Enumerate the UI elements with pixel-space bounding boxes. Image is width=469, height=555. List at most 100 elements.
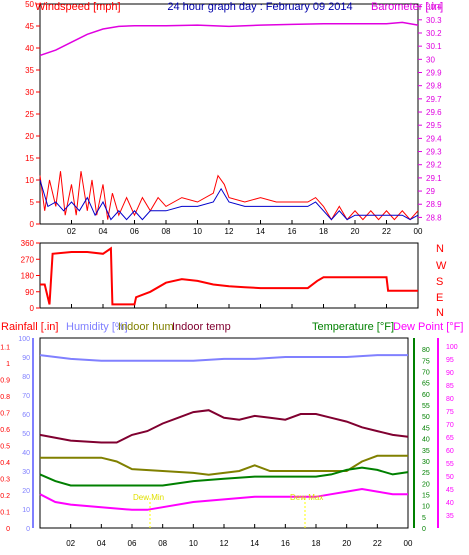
barometer-tick-label: 28.8: [426, 213, 442, 222]
barometer-tick-label: 29.7: [426, 95, 442, 104]
x-tick-label: 14: [256, 227, 265, 236]
axis-0-tick-label: 0.9: [0, 377, 10, 384]
axis-2-tick-label: 20: [422, 481, 430, 488]
direction-series: [40, 246, 418, 306]
dew-min-annotation: Dew Min: [133, 493, 164, 502]
chart-title: 24 hour graph day : February 09 2014: [167, 1, 352, 13]
x-tick-label: 00: [404, 539, 413, 548]
axis-1-tick-label: 70: [22, 393, 30, 400]
compass-label: S: [436, 276, 443, 288]
temperature-axis-ticks: 0 0.1 0.2 0.3 0.4 0.5 0.6 0.7 0.8 0.9 1 1.1 0 10 20 30 4…: [0, 336, 458, 533]
barometer-tick-label: 30: [426, 55, 435, 64]
axis-3-tick-label: 55: [446, 461, 454, 468]
axis-3-tick-label: 70: [446, 422, 454, 429]
axis-0-tick-label: 1.1: [0, 344, 10, 351]
x-tick-label: 10: [189, 539, 198, 548]
windspeed-tick-label: 25: [25, 110, 34, 119]
axis-3-tick-label: 50: [446, 474, 454, 481]
windspeed-tick-label: 10: [25, 176, 34, 185]
barometer-tick-label: 29.2: [426, 161, 442, 170]
wind-panel: 24 hour graph day : February 09 2014 Win…: [25, 0, 443, 236]
axis-1-tick-label: 40: [22, 450, 30, 457]
x-tick-label: 06: [128, 539, 137, 548]
degree-tick-label: 0: [30, 304, 35, 313]
x-tick-label: 12: [225, 227, 234, 236]
series-average: [39, 179, 419, 221]
axis-0-tick-label: 0.8: [0, 394, 10, 401]
x-tick-label: 20: [342, 539, 351, 548]
axis-1-tick-label: 90: [22, 355, 30, 362]
x-tick-label: 22: [382, 227, 391, 236]
axis-3-tick-label: 80: [446, 396, 454, 403]
windspeed-tick-label: 0: [30, 220, 35, 229]
axis-2-tick-label: 15: [422, 492, 430, 499]
axis-3-tick-label: 35: [446, 513, 454, 520]
series-gust: [39, 171, 419, 221]
dew-max-annotation: Dew Max: [290, 493, 323, 502]
x-tick-label: 18: [312, 539, 321, 548]
temperature-x-ticks: 02 04 06 08 10 12 14 16 18 20 22 00: [66, 524, 413, 548]
axis-1-tick-label: 0: [26, 526, 30, 533]
barometer-tick-label: 28.9: [426, 200, 442, 209]
compass-label: N: [436, 243, 444, 255]
degree-tick-label: 360: [21, 239, 35, 248]
barometer-tick-label: 29.5: [426, 121, 442, 130]
barometer-tick-label: 29.1: [426, 174, 442, 183]
axis-0-tick-label: 0.4: [0, 460, 10, 467]
axis-2-tick-label: 45: [422, 425, 430, 432]
barometer-tick-label: 30.2: [426, 29, 442, 38]
windspeed-tick-label: 50: [25, 0, 34, 9]
axis-0-tick-label: 0.1: [0, 509, 10, 516]
x-tick-label: 18: [319, 227, 328, 236]
degree-tick-label: 90: [25, 288, 34, 297]
series-dew-point-f: [39, 487, 408, 511]
axis-2-tick-label: 10: [422, 504, 430, 511]
series-humidity: [39, 354, 408, 362]
wind-series: [39, 21, 419, 221]
windspeed-axis-label: Windspeed [mph]: [35, 1, 121, 13]
barometer-tick-label: 29: [426, 187, 435, 196]
axis-2-tick-label: 80: [422, 347, 430, 354]
x-tick-label: 16: [288, 227, 297, 236]
x-tick-label: 02: [67, 227, 76, 236]
axis-3-tick-label: 90: [446, 370, 454, 377]
axis-0-tick-label: 0.6: [0, 427, 10, 434]
axis-3-tick-label: 100: [446, 344, 458, 351]
legend-rainfall: Rainfall [.in]: [1, 321, 58, 333]
windspeed-tick-label: 20: [25, 132, 34, 141]
degree-tick-label: 270: [21, 255, 35, 264]
windspeed-tick-label: 5: [30, 198, 35, 207]
axis-2-tick-label: 40: [422, 437, 430, 444]
axis-1-tick-label: 60: [22, 412, 30, 419]
axis-2-tick-label: 60: [422, 392, 430, 399]
legend-indoor-temp: Indoor temp: [172, 321, 231, 333]
axis-1-tick-label: 50: [22, 431, 30, 438]
series-direction: [40, 246, 418, 306]
axis-3-tick-label: 65: [446, 435, 454, 442]
axis-2-tick-label: 30: [422, 459, 430, 466]
axis-3-tick-label: 75: [446, 409, 454, 416]
axis-3-tick-label: 45: [446, 487, 454, 494]
axis-3-tick-label: 95: [446, 357, 454, 364]
windspeed-tick-label: 30: [25, 88, 34, 97]
axis-1-tick-label: 30: [22, 469, 30, 476]
x-tick-label: 08: [158, 539, 167, 548]
barometer-tick-label: 29.9: [426, 69, 442, 78]
temperature-panel: Rainfall [.in] Humidity [%] Indoor hum I…: [0, 321, 463, 548]
series-barometer: [39, 21, 419, 57]
barometer-tick-label: 29.3: [426, 148, 442, 157]
x-tick-label: 04: [97, 539, 106, 548]
axis-2-tick-label: 50: [422, 414, 430, 421]
compass-label: E: [436, 292, 443, 304]
series-temperature-f: [39, 466, 409, 487]
wind-x-ticks: 02 04 06 08 10 12 14 16 18 20 22 00: [67, 220, 423, 236]
axis-1-tick-label: 20: [22, 488, 30, 495]
legend-humidity: Humidity [%]: [66, 321, 128, 333]
axis-0-tick-label: 1: [6, 361, 10, 368]
x-tick-label: 12: [220, 539, 229, 548]
axis-3-tick-label: 85: [446, 383, 454, 390]
axis-1-tick-label: 80: [22, 374, 30, 381]
axis-3-tick-label: 60: [446, 448, 454, 455]
compass-label: W: [436, 260, 447, 272]
